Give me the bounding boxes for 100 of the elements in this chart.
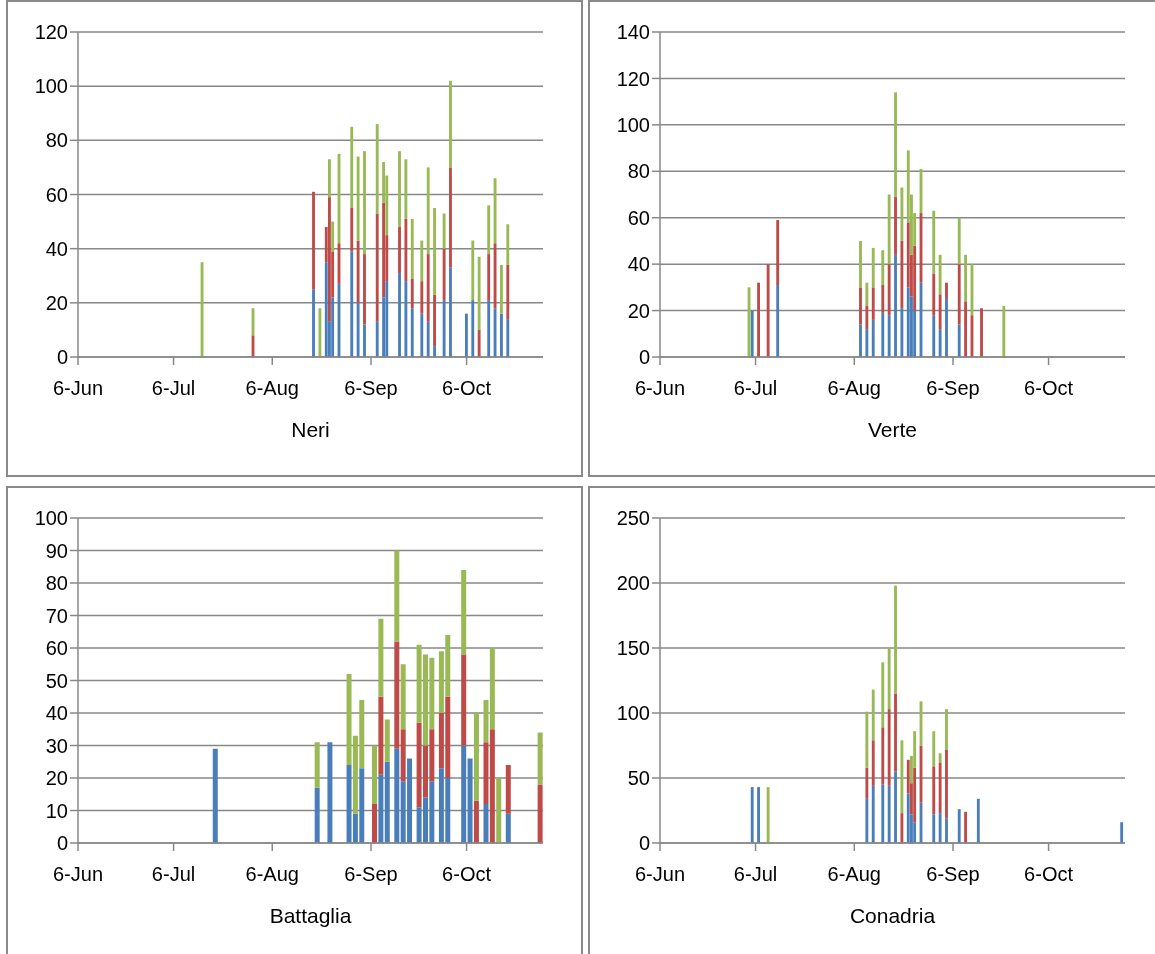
bar <box>328 159 331 198</box>
bar <box>932 731 936 767</box>
y-tick-label: 0 <box>638 346 650 369</box>
bar <box>938 813 942 843</box>
bar <box>900 240 904 309</box>
bar <box>473 713 479 801</box>
bar <box>410 218 414 279</box>
bar <box>871 247 875 288</box>
x-tick-label: 6-Jul <box>151 377 196 400</box>
x-tick-label: 6-Oct <box>1024 863 1074 886</box>
y-tick-label: 60 <box>45 637 68 660</box>
bar <box>312 191 315 290</box>
bar <box>900 308 904 357</box>
bar <box>957 264 961 325</box>
bar <box>471 300 475 357</box>
y-tick-label: 30 <box>45 734 68 757</box>
bar <box>382 202 386 298</box>
x-tick-label: 6-Jun <box>634 863 686 886</box>
bar <box>776 285 780 357</box>
bar <box>865 329 869 357</box>
bar <box>932 814 936 843</box>
y-tick-label: 10 <box>45 799 68 822</box>
bar <box>449 80 452 168</box>
bar <box>913 245 917 311</box>
bar <box>324 262 328 357</box>
bar <box>980 308 983 357</box>
bar <box>750 787 754 843</box>
y-tick-label: 40 <box>45 702 68 725</box>
bar <box>467 758 473 843</box>
bar <box>976 798 980 843</box>
bar <box>378 774 384 843</box>
y-tick-label: 100 <box>34 507 68 530</box>
y-tick-label: 50 <box>627 767 650 790</box>
y-tick-label: 20 <box>627 299 650 322</box>
y-tick-label: 100 <box>34 75 68 98</box>
bar <box>505 765 511 814</box>
x-axis-title: Neri <box>291 418 330 441</box>
bar <box>881 784 885 843</box>
x-tick-label: 6-Aug <box>827 863 881 886</box>
x-tick-label: 6-Jul <box>733 377 778 400</box>
bar <box>932 210 936 274</box>
bar <box>900 813 904 843</box>
bar <box>776 220 780 286</box>
bar <box>537 784 543 843</box>
bar <box>859 240 862 288</box>
bar <box>420 313 424 357</box>
x-tick-label: 6-Aug <box>245 377 299 400</box>
bar <box>500 313 503 357</box>
bar <box>461 570 467 655</box>
bar <box>212 748 218 843</box>
bar <box>945 749 948 819</box>
bar <box>938 329 942 357</box>
bar <box>938 762 942 814</box>
bar <box>375 124 379 214</box>
bar <box>881 727 885 785</box>
x-axis-title: Battaglia <box>269 904 352 927</box>
y-tick-label: 90 <box>45 539 68 562</box>
bar <box>887 648 891 710</box>
bar <box>1120 822 1124 843</box>
x-tick-label: 6-Oct <box>442 377 492 400</box>
bar <box>945 818 948 843</box>
bar <box>394 748 400 843</box>
bar <box>957 217 961 265</box>
y-tick-label: 100 <box>616 702 650 725</box>
bar <box>506 264 510 320</box>
bar <box>757 282 761 357</box>
bar <box>449 167 452 268</box>
x-tick-label: 6-Aug <box>245 863 299 886</box>
bar <box>449 267 452 357</box>
bar <box>372 804 378 843</box>
bar <box>906 287 910 357</box>
bar <box>394 641 400 749</box>
bar <box>537 732 543 785</box>
bar <box>881 285 885 313</box>
bar <box>328 197 331 322</box>
y-tick-label: 20 <box>45 291 68 314</box>
bar <box>493 178 497 244</box>
bar <box>894 771 897 843</box>
y-tick-label: 70 <box>45 604 68 627</box>
bar <box>489 729 495 843</box>
bar <box>473 800 479 843</box>
bar <box>964 811 968 843</box>
x-tick-label: 6-Aug <box>827 377 881 400</box>
bar <box>757 787 761 843</box>
y-tick-label: 250 <box>616 507 650 530</box>
y-tick-label: 20 <box>45 767 68 790</box>
bar <box>496 778 502 843</box>
bar <box>363 151 366 255</box>
bar <box>404 218 408 282</box>
bar <box>871 287 875 320</box>
bar <box>487 254 491 301</box>
x-tick-label: 6-Jun <box>52 863 104 886</box>
bar <box>865 305 869 330</box>
bar <box>426 167 430 255</box>
bar <box>500 264 503 314</box>
bar <box>461 654 467 746</box>
bar <box>865 711 869 768</box>
bar <box>375 213 379 322</box>
bar <box>871 689 875 741</box>
bar <box>957 324 961 357</box>
